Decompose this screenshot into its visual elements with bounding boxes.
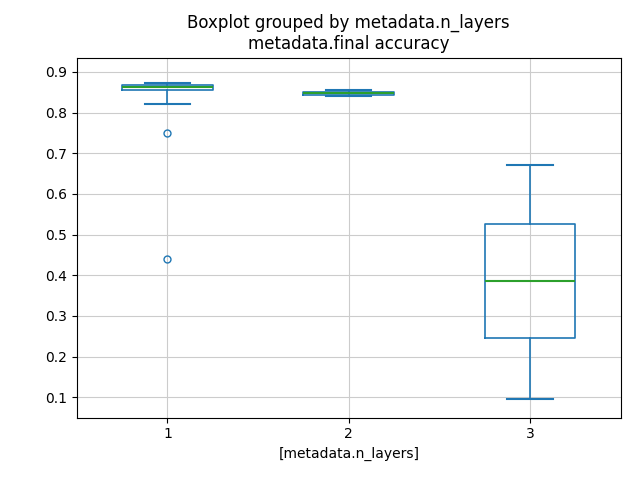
Title: Boxplot grouped by metadata.n_layers
metadata.final accuracy: Boxplot grouped by metadata.n_layers met… bbox=[188, 14, 510, 53]
X-axis label: [metadata.n_layers]: [metadata.n_layers] bbox=[278, 447, 419, 461]
